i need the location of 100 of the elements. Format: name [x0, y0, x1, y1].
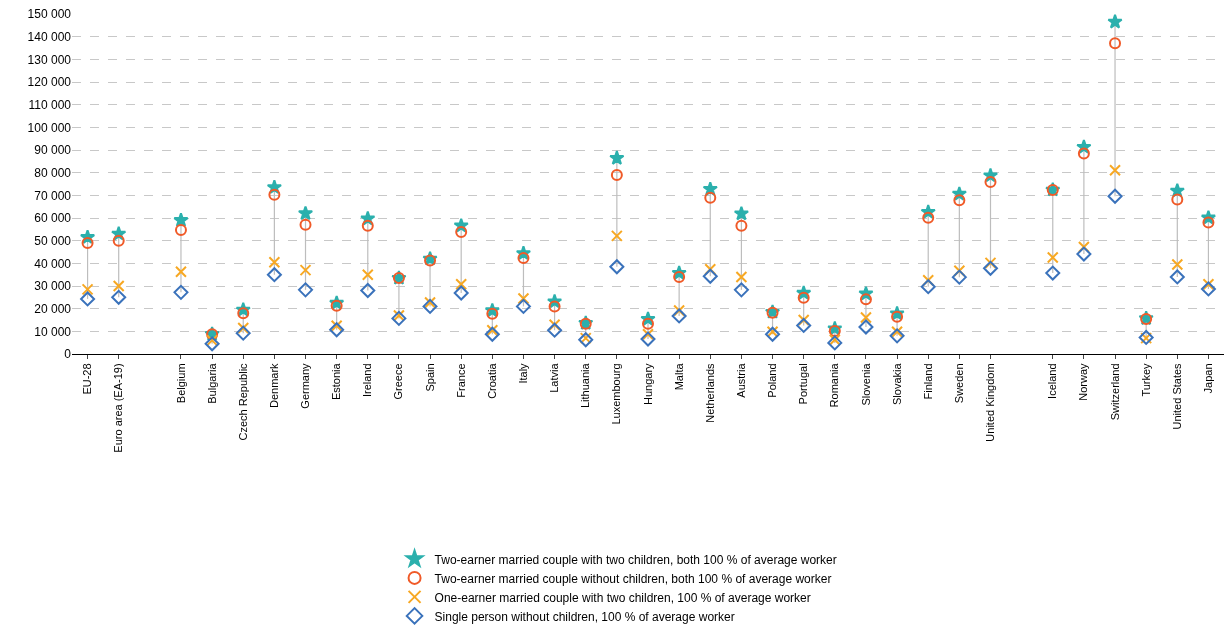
point	[735, 219, 748, 232]
x-tick-label: Finland	[921, 363, 934, 400]
point	[517, 292, 530, 305]
x-tick-label: Spain	[423, 363, 436, 392]
point	[1077, 241, 1090, 254]
x-tick-label: Sweden	[952, 363, 965, 404]
point	[237, 307, 250, 320]
point	[266, 267, 282, 283]
point	[733, 282, 749, 298]
point	[361, 219, 374, 232]
point	[1076, 246, 1092, 262]
point	[609, 150, 625, 165]
point	[1046, 251, 1059, 264]
y-tick-label: 140 000	[27, 29, 72, 44]
point	[1109, 164, 1122, 177]
point	[891, 310, 904, 323]
point	[610, 229, 623, 242]
point	[889, 328, 905, 344]
x-tick-label: United States	[1170, 362, 1183, 430]
point	[827, 335, 843, 351]
point	[206, 334, 219, 347]
point	[1109, 37, 1122, 50]
point	[1200, 281, 1216, 297]
point	[453, 285, 469, 301]
point	[174, 224, 187, 237]
point	[1077, 147, 1090, 160]
point	[547, 322, 563, 338]
y-tick-label: 110 000	[28, 97, 72, 112]
point	[424, 296, 437, 309]
point	[548, 318, 561, 331]
point	[360, 283, 376, 299]
point	[329, 322, 345, 338]
y-tick-label: 50 000	[34, 233, 72, 248]
point	[984, 256, 997, 269]
point	[1171, 193, 1184, 206]
point	[765, 326, 781, 342]
x-tick-label: Norway	[1077, 362, 1090, 401]
x-tick-label: Croatia	[485, 362, 498, 399]
x-tick-label: Romania	[828, 362, 841, 408]
x-tick-label: Malta	[672, 362, 685, 391]
point	[642, 328, 654, 341]
point	[609, 259, 625, 275]
x-tick-label: Portugal	[797, 363, 810, 405]
point	[112, 234, 125, 247]
x-tick-label: EU-28	[81, 363, 94, 395]
point	[858, 319, 874, 335]
point	[486, 307, 499, 320]
point	[1202, 216, 1215, 229]
point	[515, 298, 531, 314]
y-tick-label: 10 000	[34, 324, 72, 339]
x-tick-label: Slovakia	[890, 362, 903, 405]
x-tick-label: France	[454, 363, 467, 398]
x-tick-label: Ireland	[361, 363, 374, 398]
point	[455, 226, 468, 239]
point	[797, 291, 810, 304]
point	[235, 325, 251, 341]
point	[268, 256, 281, 269]
point	[204, 336, 220, 352]
point	[859, 311, 872, 324]
point	[920, 279, 936, 295]
point	[796, 317, 812, 333]
legend-label: Single person without children, 100 % of average worker	[434, 609, 735, 624]
point	[891, 325, 904, 338]
point	[174, 265, 187, 278]
point	[297, 205, 314, 221]
point	[1045, 265, 1061, 281]
x-tick-label: Turkey	[1139, 362, 1152, 397]
point	[1171, 258, 1184, 271]
point	[424, 254, 437, 267]
x-tick-label: Poland	[766, 363, 779, 398]
point	[517, 252, 530, 265]
point	[828, 333, 841, 346]
x-tick-label: Hungary	[641, 362, 654, 405]
x-tick-label: Netherlands	[703, 362, 716, 423]
y-tick-label: 60 000	[34, 211, 72, 226]
point	[859, 293, 872, 306]
point	[673, 304, 686, 317]
point	[298, 282, 314, 298]
x-tick-label: Estonia	[330, 362, 343, 401]
point	[922, 211, 935, 224]
point	[642, 317, 654, 330]
point	[455, 278, 468, 291]
point	[984, 175, 997, 188]
point	[610, 168, 623, 181]
y-tick-label: 20 000	[34, 301, 72, 316]
x-tick-label: Latvia	[548, 362, 561, 393]
point	[268, 188, 281, 201]
point	[671, 308, 687, 324]
x-tick-label: Belgium	[174, 363, 187, 404]
y-tick-label: 130 000	[27, 52, 72, 67]
x-tick-label: Denmark	[267, 362, 280, 409]
x-tick-label: Switzerland	[1108, 363, 1121, 421]
point	[951, 269, 967, 285]
point	[704, 191, 717, 204]
point	[392, 309, 405, 322]
y-tick-label: 40 000	[34, 256, 72, 271]
point	[1107, 188, 1123, 204]
point	[299, 218, 312, 231]
y-tick-label: 30 000	[34, 279, 72, 294]
x-tick-label: Bulgaria	[205, 362, 218, 404]
